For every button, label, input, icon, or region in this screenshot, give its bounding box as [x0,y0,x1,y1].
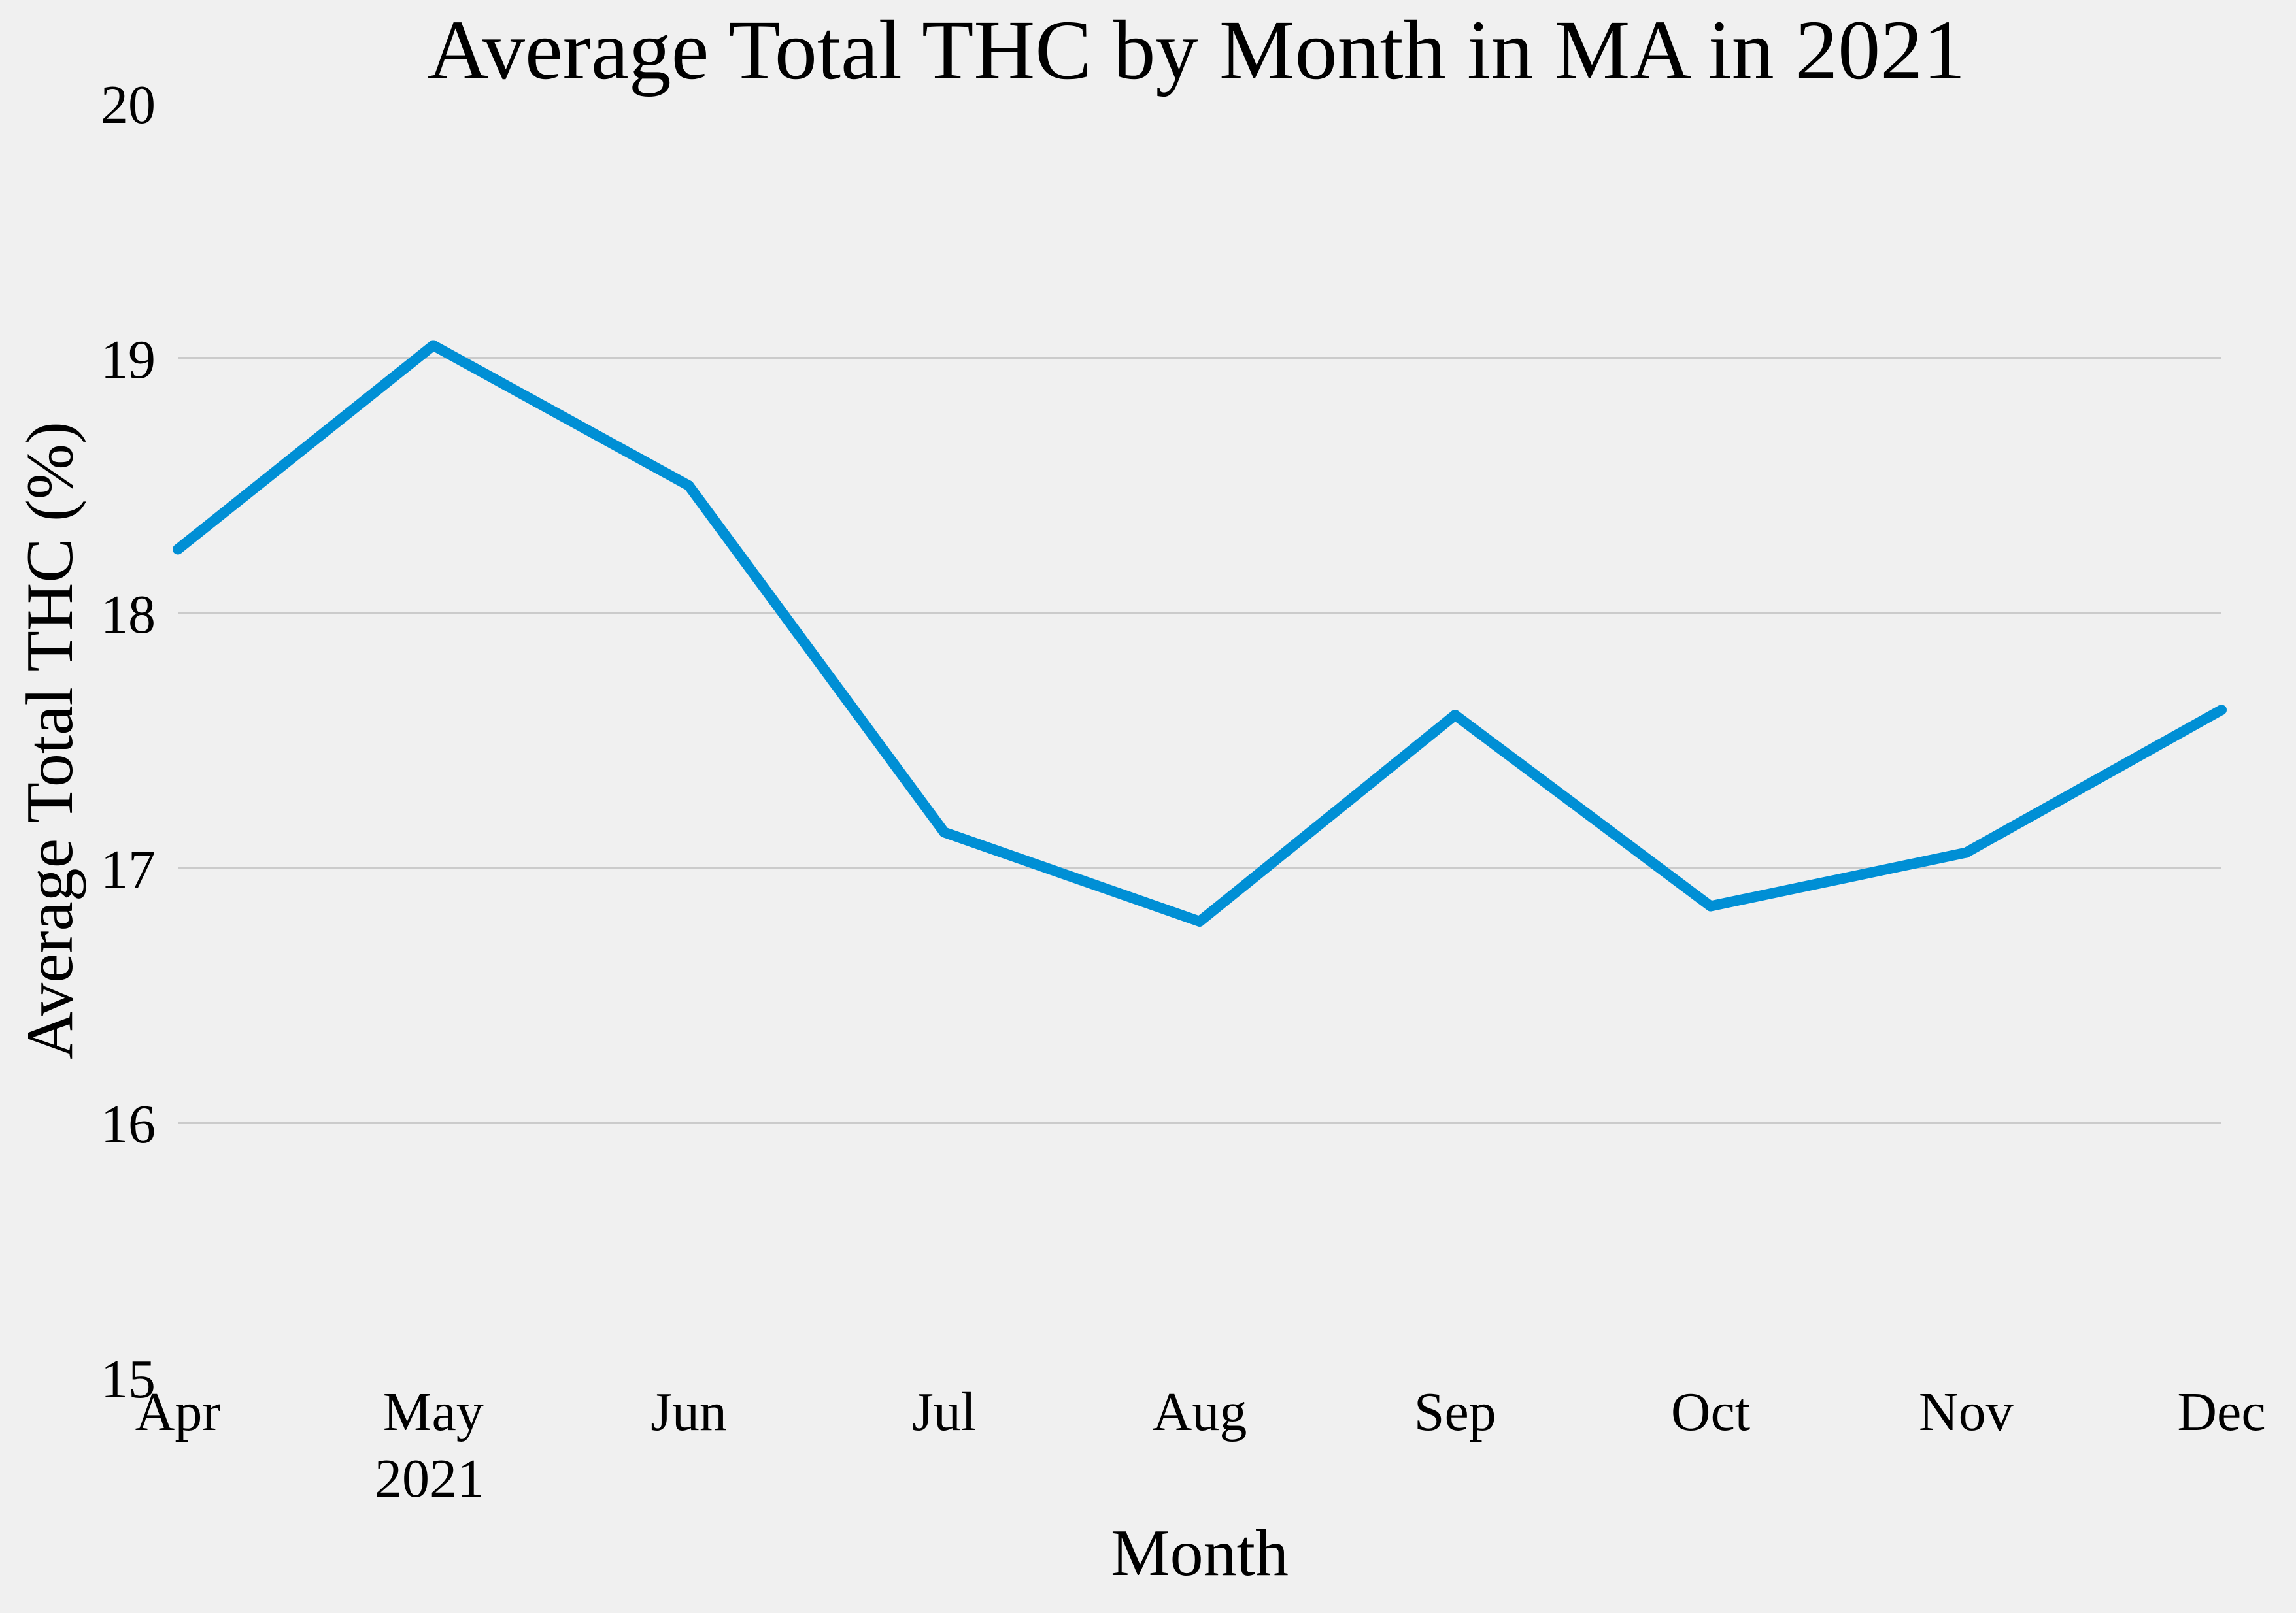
y-tick-label: 19 [101,329,156,390]
chart-title: Average Total THC by Month in MA in 2021 [428,3,1965,97]
series-lines [173,340,2227,927]
data-point-may [428,340,439,351]
x-tick-label-may: May [383,1382,484,1442]
data-point-oct [1705,901,1716,912]
x-tick-label-jul: Jul [912,1382,976,1442]
data-point-aug [1194,916,1205,927]
data-point-jul [939,827,950,838]
y-tick-label: 16 [101,1094,156,1155]
x-axis-label: Month [1111,1516,1289,1590]
data-point-apr [173,544,183,555]
x-tick-label-sep: Sep [1414,1382,1496,1442]
x-tick-label-nov: Nov [1919,1382,2014,1442]
y-tick-label: 17 [101,839,156,900]
y-tick-label: 15 [101,1349,156,1410]
x-tick-label-apr: Apr [135,1382,221,1442]
y-tick-label: 20 [101,75,156,135]
data-point-jun [683,480,694,491]
y-tick-label: 18 [101,584,156,645]
data-point-dec [2216,705,2227,716]
x-tick-label-oct: Oct [1671,1382,1750,1442]
y-tick-labels: 15 16 17 18 19 20 [101,75,156,1410]
x-tick-label-jun: Jun [650,1382,727,1442]
data-point-nov [1961,847,1972,858]
y-axis-label: Average Total THC (%) [13,422,87,1059]
data-point-sep [1449,710,1460,720]
x-year-label: 2021 [375,1448,484,1509]
x-tick-labels: Apr May Jun Jul Aug Sep Oct Nov Dec [135,1382,2266,1442]
x-tick-label-aug: Aug [1153,1382,1247,1442]
x-tick-label-dec: Dec [2177,1382,2265,1442]
